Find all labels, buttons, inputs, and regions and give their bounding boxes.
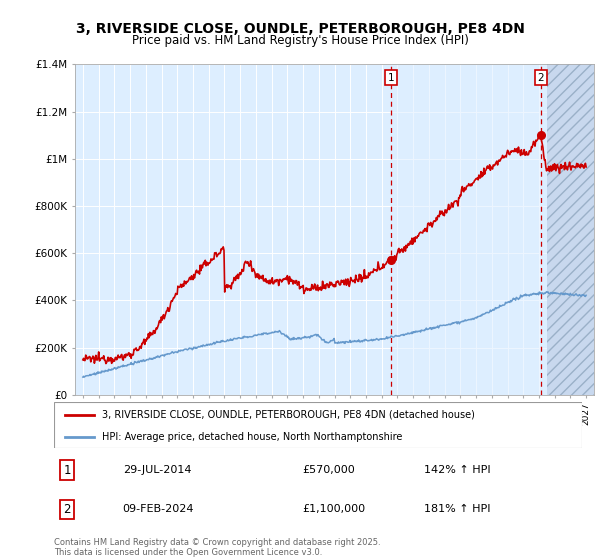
Text: HPI: Average price, detached house, North Northamptonshire: HPI: Average price, detached house, Nort… — [101, 432, 402, 441]
Text: 142% ↑ HPI: 142% ↑ HPI — [424, 465, 490, 475]
Text: 3, RIVERSIDE CLOSE, OUNDLE, PETERBOROUGH, PE8 4DN (detached house): 3, RIVERSIDE CLOSE, OUNDLE, PETERBOROUGH… — [101, 410, 475, 420]
Text: 2: 2 — [538, 73, 544, 83]
Text: 1: 1 — [388, 73, 394, 83]
Text: £1,100,000: £1,100,000 — [302, 505, 365, 514]
Text: 09-FEB-2024: 09-FEB-2024 — [122, 505, 194, 514]
Text: 181% ↑ HPI: 181% ↑ HPI — [424, 505, 490, 514]
FancyBboxPatch shape — [54, 402, 582, 448]
Text: Contains HM Land Registry data © Crown copyright and database right 2025.
This d: Contains HM Land Registry data © Crown c… — [54, 538, 380, 557]
Text: 2: 2 — [64, 503, 71, 516]
Bar — [547, 64, 594, 395]
Text: 3, RIVERSIDE CLOSE, OUNDLE, PETERBOROUGH, PE8 4DN: 3, RIVERSIDE CLOSE, OUNDLE, PETERBOROUGH… — [76, 22, 524, 36]
Bar — [391, 64, 547, 395]
Text: Price paid vs. HM Land Registry's House Price Index (HPI): Price paid vs. HM Land Registry's House … — [131, 34, 469, 46]
Text: 29-JUL-2014: 29-JUL-2014 — [122, 465, 191, 475]
Text: 1: 1 — [64, 464, 71, 477]
Bar — [547, 64, 594, 395]
Text: £570,000: £570,000 — [302, 465, 355, 475]
